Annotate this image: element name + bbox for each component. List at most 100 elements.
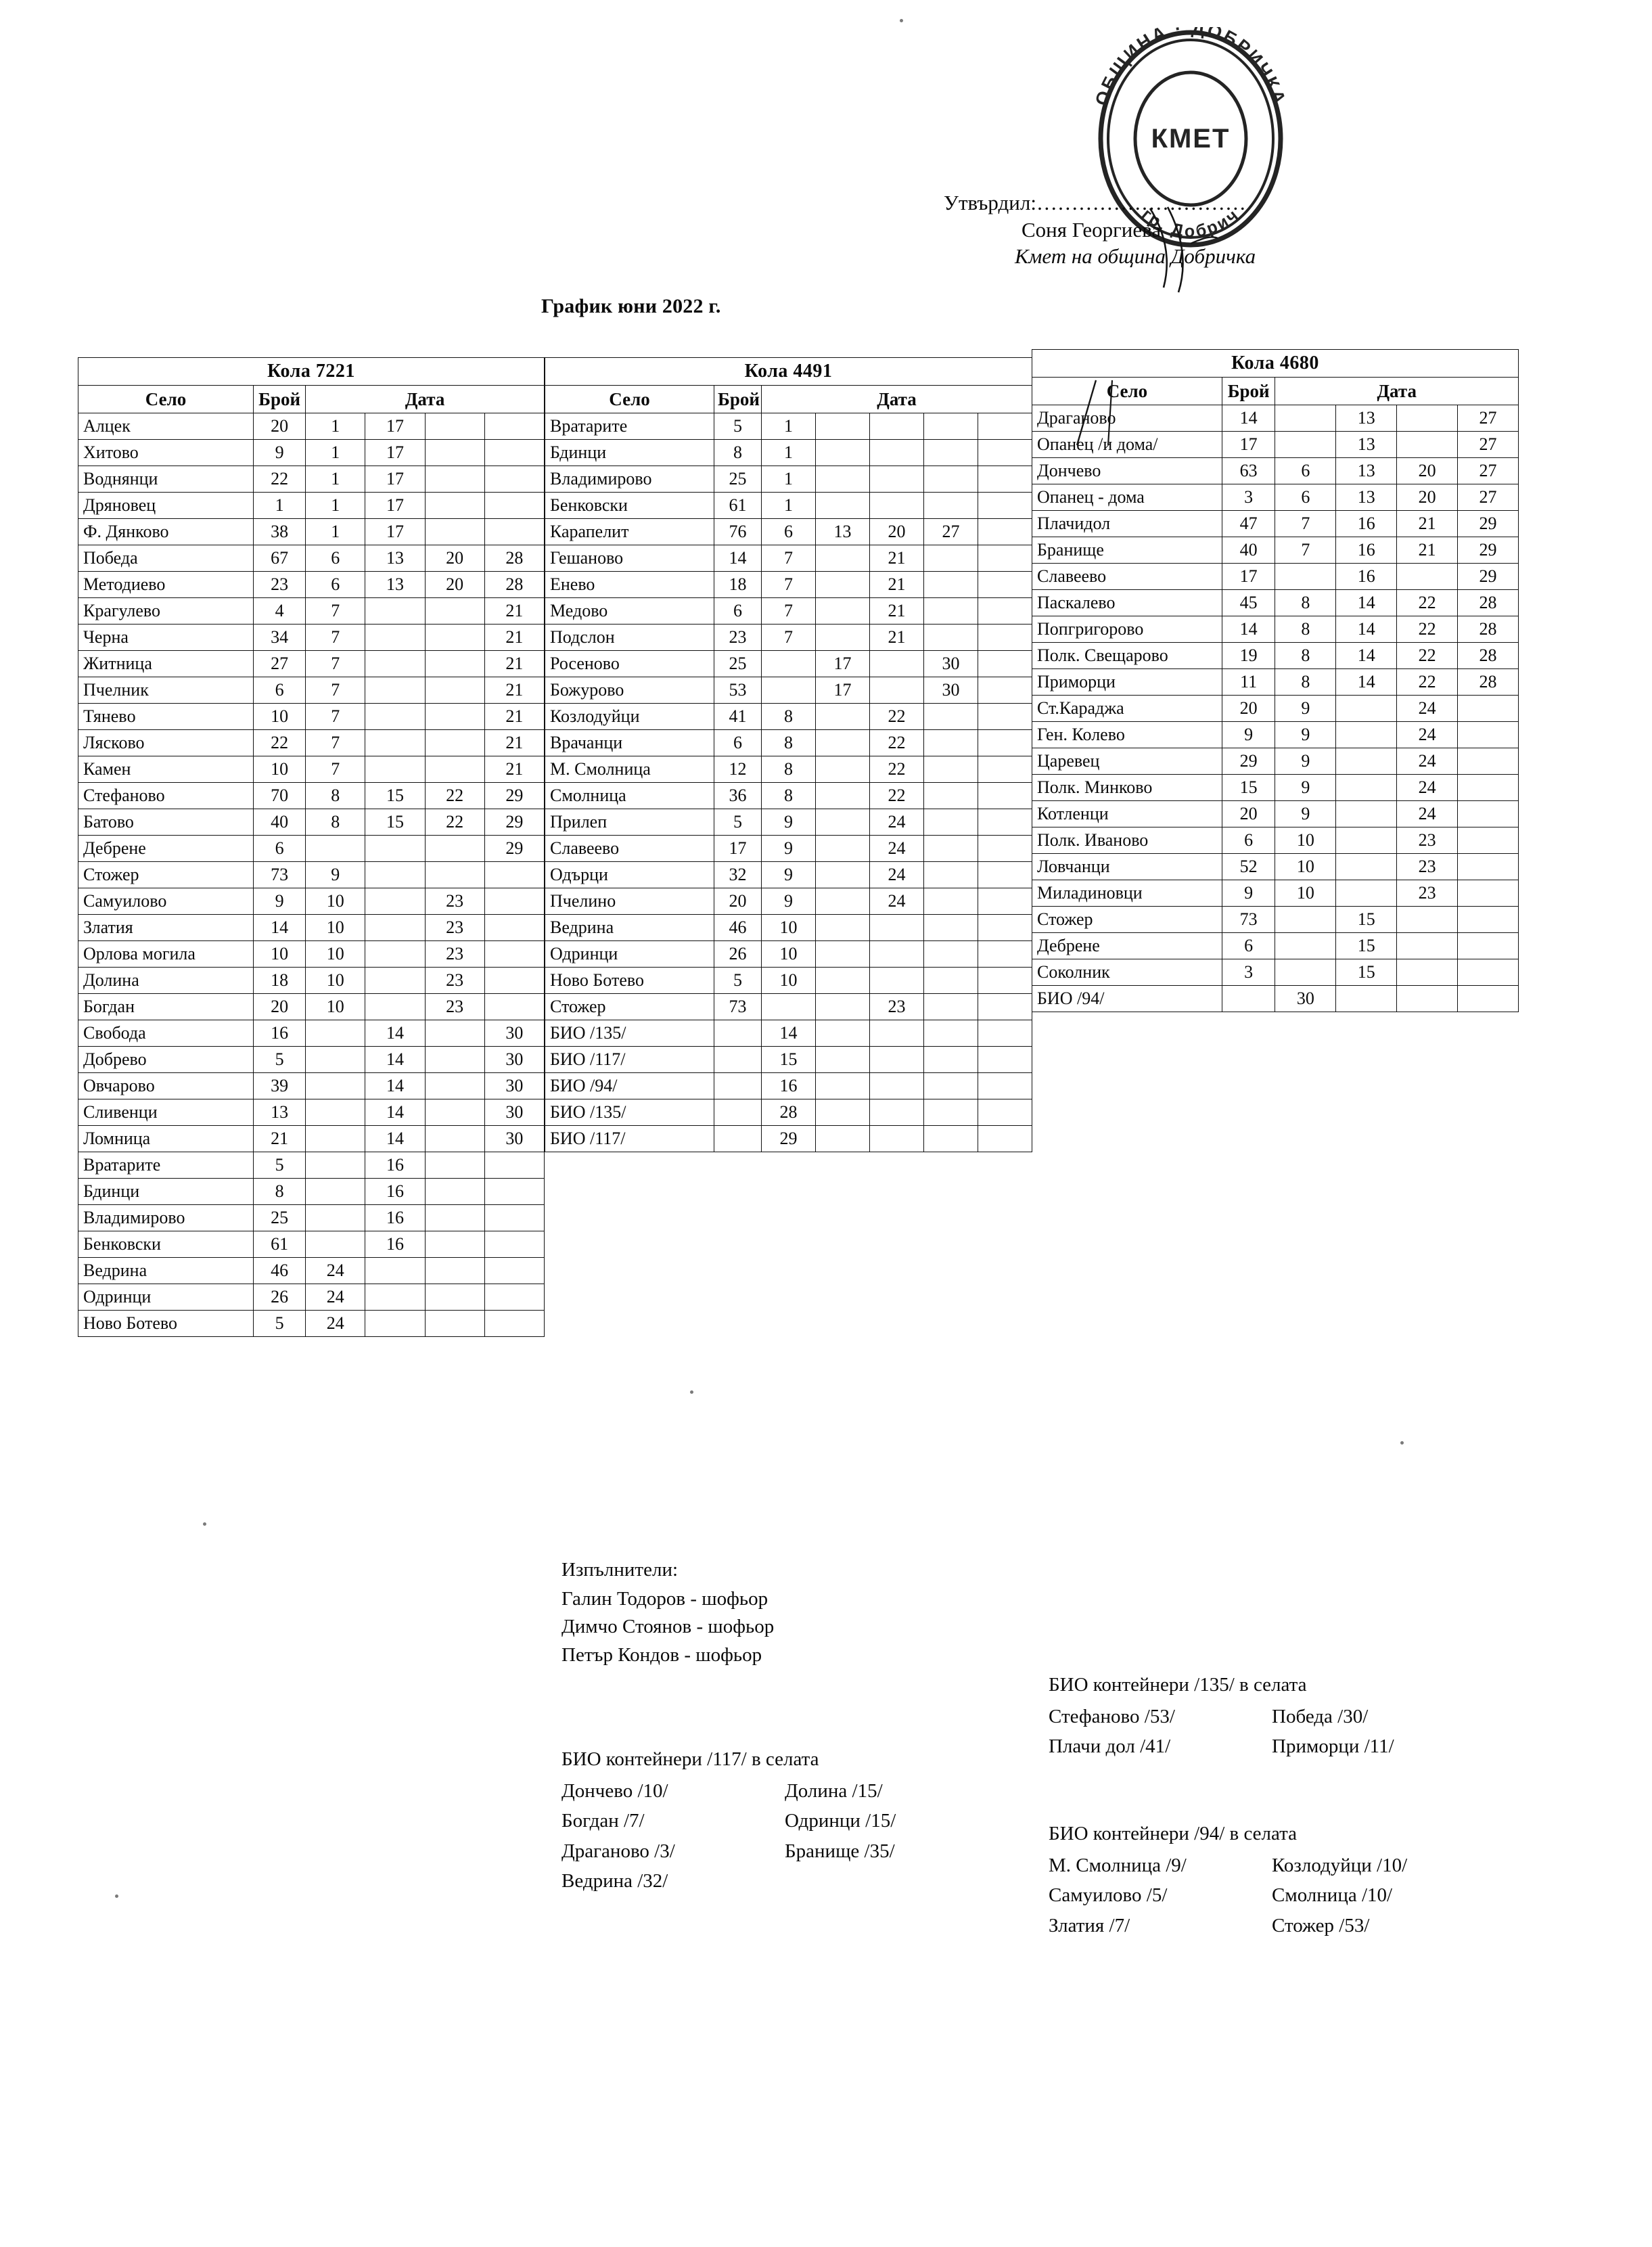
table-row: Владимирово 25 1 [545,466,1033,493]
cell-date [815,782,870,809]
table-title-row: Кола 4491 [544,357,1033,386]
cell-date [484,993,545,1020]
bio-entry: Драганово /3/ [561,1840,675,1862]
cell-date: 21 [869,597,924,625]
cell-date [815,1020,870,1047]
cell-date [424,1046,485,1073]
cell-date [424,677,485,704]
cell-date [923,967,978,994]
table-row: Победа 67 6 13 20 28 [77,545,545,572]
table-row: Добрево 5 14 30 [77,1046,545,1073]
cell-date: 14 [365,1046,426,1073]
cell-village: Ф. Дянково [77,518,254,545]
cell-count: 16 [253,1020,306,1047]
cell-count: 70 [253,782,306,809]
cell-date: 1 [761,492,816,519]
cell-count: 20 [253,993,306,1020]
cell-village: Ст.Караджа [1032,695,1222,722]
cell-date [305,1204,366,1231]
cell-date: 21 [484,703,545,730]
cell-date: 1 [305,466,366,493]
cell-date: 8 [761,756,816,783]
cell-date [923,703,978,730]
executor-name: Галин Тодоров - шофьор [561,1588,768,1610]
cell-date [869,677,924,704]
cell-village: Свобода [77,1020,254,1047]
cell-date: 16 [365,1178,426,1205]
table-row: Долина 18 10 23 [77,967,545,994]
cell-date: 17 [365,413,426,440]
bio-entries: М. Смолница /9/ Козлодуйци /10/ Самуилов… [1049,1852,1407,1940]
scan-speck [203,1522,206,1526]
cell-date [923,782,978,809]
cell-count: 17 [714,835,762,862]
cell-date: 8 [1275,642,1337,669]
cell-date: 1 [305,413,366,440]
table-row: Плачидол 47 7 16 21 29 [1032,510,1519,537]
cell-date [365,650,426,677]
cell-village: БИО /135/ [545,1099,714,1126]
cell-date: 10 [305,914,366,941]
cell-date: 21 [869,624,924,651]
cell-date: 7 [305,729,366,756]
cell-date [424,1310,485,1337]
cell-count: 46 [714,914,762,941]
cell-count: 5 [253,1310,306,1337]
cell-count: 18 [253,967,306,994]
table-row: М. Смолница 12 8 22 [545,756,1033,783]
cell-date [977,914,1033,941]
cell-count: 10 [253,940,306,968]
cell-date [305,1178,366,1205]
cell-date: 20 [424,571,485,598]
bio-list-heading: БИО контейнери /117/ в селата [561,1748,819,1770]
cell-count: 45 [1221,589,1276,616]
cell-date: 22 [424,782,485,809]
cell-date [365,1257,426,1284]
cell-count: 67 [253,545,306,572]
cell-date [424,1257,485,1284]
cell-date: 14 [365,1125,426,1152]
cell-date: 22 [869,756,924,783]
bio-entry [785,1867,896,1895]
cell-date: 1 [305,518,366,545]
cell-date [1457,721,1519,748]
table-row: Паскалево 45 8 14 22 28 [1032,589,1519,616]
cell-date [761,650,816,677]
cell-date: 21 [869,545,924,572]
cell-count: 46 [253,1257,306,1284]
table-row: Владимирово 25 16 [77,1204,545,1231]
cell-date [815,413,870,440]
cell-count: 29 [1221,748,1276,775]
cell-date [869,466,924,493]
table-row: БИО /94/30 [1032,985,1519,1012]
cell-date: 30 [484,1020,545,1047]
cell-village: Бдинци [77,1178,254,1205]
cell-date [1335,721,1398,748]
cell-date [305,1072,366,1099]
table-row: Дебрене 6 15 [1032,932,1519,959]
table-row: Дебрене 6 29 [77,835,545,862]
table-row: Одърци 32 9 24 [545,861,1033,888]
cell-date [1457,774,1519,801]
cell-date [869,967,924,994]
cell-village: Лясково [77,729,254,756]
cell-date [424,703,485,730]
cell-date: 9 [761,809,816,836]
cell-date: 21 [484,624,545,651]
cell-date [305,1099,366,1126]
table-row: БИО /94/16 [545,1072,1033,1099]
cell-village: БИО /94/ [1032,985,1222,1012]
cell-date [365,1284,426,1311]
cell-date: 21 [1396,537,1459,564]
cell-date: 30 [923,650,978,677]
cell-village: Добрево [77,1046,254,1073]
cell-count [714,1099,762,1126]
cell-date [869,492,924,519]
cell-date [977,677,1033,704]
table-row: Стожер 73 9 [77,861,545,888]
cell-date: 28 [1457,589,1519,616]
cell-village: Опанец - дома [1032,484,1222,511]
cell-date: 23 [1396,827,1459,854]
cell-date: 6 [761,518,816,545]
cell-village: Стожер [545,993,714,1020]
